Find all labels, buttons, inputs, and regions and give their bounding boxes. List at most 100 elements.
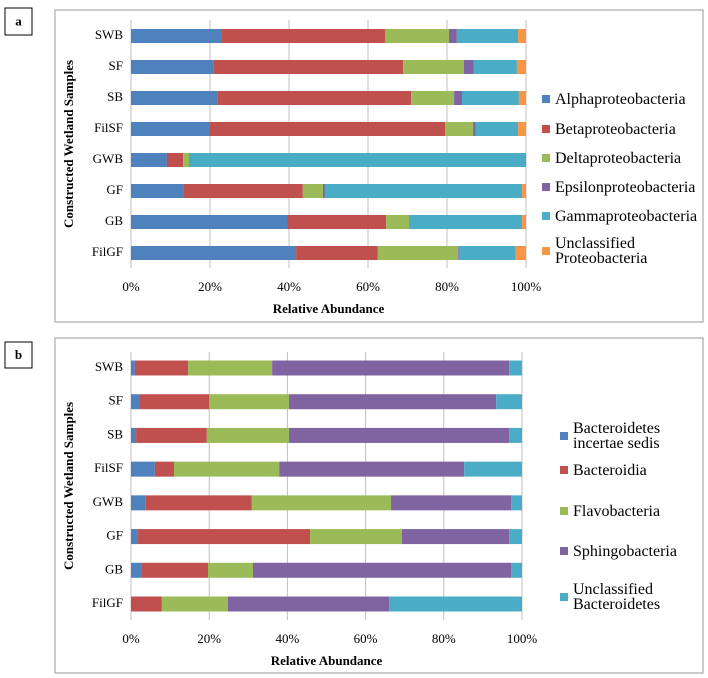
x-tick-label: 80% [432, 631, 456, 646]
bar-segment [411, 91, 455, 105]
bar-segment [131, 60, 214, 74]
bar-segment [391, 495, 512, 511]
bar-segment [458, 246, 459, 260]
x-tick-label: 20% [197, 631, 221, 646]
y-tick-label: FilGF [92, 595, 123, 610]
y-axis-label: Constructed Wetland Samples [61, 60, 76, 228]
bar-segment [154, 461, 175, 477]
bar-segment [138, 529, 311, 545]
bar-segment [131, 461, 155, 477]
bar-segment [131, 215, 288, 229]
x-tick-label: 60% [354, 631, 378, 646]
bar-segment [386, 215, 410, 229]
panel-frame [54, 337, 704, 674]
bar-segment [272, 360, 510, 376]
legend-swatch [560, 547, 568, 555]
bar-segment [522, 184, 526, 198]
bar-segment [188, 360, 273, 376]
panel-label: b [15, 347, 22, 362]
legend-item: Alphaproteobacteria [542, 83, 692, 115]
bar-segment [310, 529, 402, 545]
bar-segment [518, 122, 526, 136]
legend-label: Alphaproteobacteria [555, 90, 686, 108]
bar-segment [389, 596, 522, 612]
legend-label: Betaproteobacteria [555, 120, 676, 138]
x-tick-label: 100% [511, 279, 542, 294]
bar-segment [454, 91, 463, 105]
legend-item: Gammaproteobacteria [542, 200, 697, 232]
bar-segment [183, 184, 303, 198]
bar-segment [473, 122, 476, 136]
bar-segment [221, 29, 385, 43]
x-tick-label: 40% [275, 631, 299, 646]
bar-segment [456, 29, 519, 43]
bar-segment [377, 246, 459, 260]
legend-label: Sphingobacteria [573, 542, 677, 560]
y-tick-label: GB [105, 213, 123, 228]
y-tick-label: SB [107, 426, 123, 441]
bar-segment [131, 529, 139, 545]
legend-item: Bacteroidetes incertae sedis [560, 420, 708, 452]
bar-segment [131, 596, 162, 612]
legend-item: Deltaproteobacteria [542, 142, 692, 174]
bar-segment [131, 91, 218, 105]
bar-segment [464, 461, 522, 477]
bar-segment [131, 153, 167, 167]
bar-segment [131, 360, 135, 376]
legend-item: Bacteroidia [560, 454, 708, 486]
bar-segment [288, 394, 497, 410]
panel-tag-box [4, 7, 33, 36]
bar-segment [511, 495, 522, 511]
bar-segment [518, 91, 526, 105]
bar-segment [174, 461, 280, 477]
bar-segment [522, 215, 526, 229]
legend-label: Epsilonproteobacteria [555, 178, 696, 196]
bar-segment [509, 427, 522, 443]
bar-segment [252, 562, 512, 578]
y-tick-label: SB [107, 89, 123, 104]
legend-swatch [560, 507, 568, 515]
panel-frame [54, 9, 704, 323]
y-tick-label: GF [106, 528, 123, 543]
legend-swatch [560, 466, 568, 474]
bar-segment [518, 29, 526, 43]
bar-segment [302, 184, 323, 198]
x-tick-label: 0% [122, 279, 140, 294]
legend-swatch [542, 183, 550, 191]
y-tick-label: GWB [93, 151, 124, 166]
bar-segment [409, 215, 410, 229]
legend-label: Deltaproteobacteria [555, 149, 682, 167]
bar-segment [458, 246, 516, 260]
bar-segment [208, 562, 253, 578]
bar-segment [445, 122, 474, 136]
x-tick-label: 80% [435, 279, 459, 294]
legend-swatch [542, 125, 550, 133]
bar-segment [131, 184, 184, 198]
bar-segment [473, 60, 517, 74]
legend-swatch [542, 154, 550, 162]
bar-segment [131, 122, 210, 136]
bar-segment [509, 529, 522, 545]
legend-swatch [560, 432, 568, 440]
y-tick-label: SF [109, 393, 123, 408]
y-tick-label: GWB [93, 494, 124, 509]
legend-swatch [542, 95, 550, 103]
bar-segment [296, 246, 378, 260]
bar-segment [145, 495, 252, 511]
legend-item: Unclassified Bacteroidetes [560, 581, 708, 613]
bar-segment [189, 153, 190, 167]
panel-tag-box [4, 341, 33, 369]
bar-segment [448, 29, 457, 43]
y-tick-label: SF [109, 58, 123, 73]
legend-item: Epsilonproteobacteria [542, 171, 696, 203]
y-tick-label: GB [105, 561, 123, 576]
legend-label: Unclassified Proteobacteria [555, 235, 648, 267]
bar-segment [131, 427, 137, 443]
x-tick-label: 100% [507, 631, 538, 646]
bar-segment [515, 246, 526, 260]
legend-swatch [542, 247, 550, 255]
bar-segment [134, 360, 189, 376]
bar-segment [409, 215, 523, 229]
bar-segment [161, 596, 228, 612]
